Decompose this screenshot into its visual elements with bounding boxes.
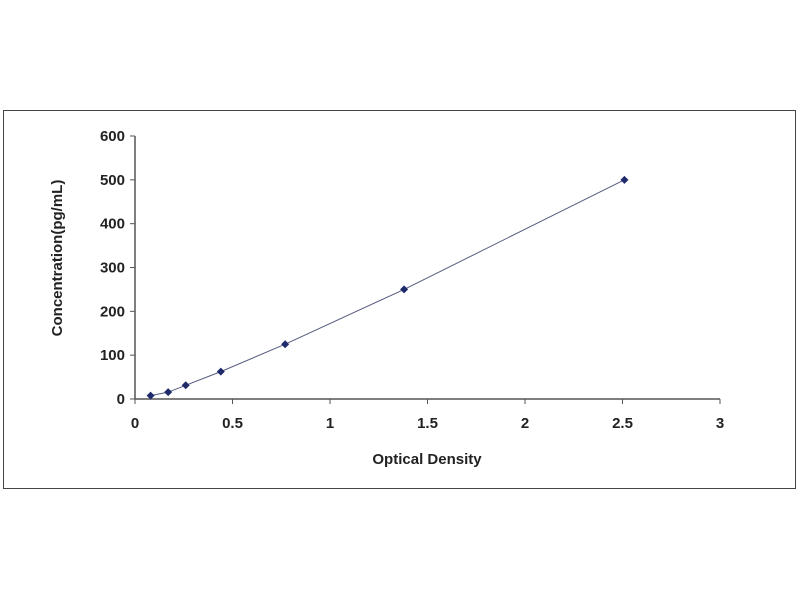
y-tick-label: 600	[100, 128, 125, 145]
fit-line	[150, 179, 625, 397]
x-axis-label: Optical Density	[372, 451, 482, 468]
data-point	[164, 388, 173, 397]
x-tick-label: 3	[716, 415, 724, 432]
y-tick-label: 300	[100, 260, 125, 277]
data-points	[146, 175, 629, 400]
x-tick-label: 2	[521, 415, 529, 432]
data-point	[281, 340, 290, 349]
data-point	[400, 285, 409, 294]
chart-frame	[3, 110, 796, 489]
x-tick-label: 2.5	[612, 415, 633, 432]
data-point	[620, 175, 629, 184]
x-tick-label: 0	[131, 415, 139, 432]
x-tick-label: 1	[326, 415, 334, 432]
data-point	[146, 391, 155, 400]
y-tick-label: 500	[100, 172, 125, 189]
y-ticks: 0 100 200 300 400 500 600	[100, 128, 135, 408]
x-ticks: 0 0.5 1 1.5 2 2.5 3	[131, 399, 724, 432]
x-tick-label: 1.5	[417, 415, 438, 432]
axes	[134, 136, 720, 400]
y-tick-label: 0	[117, 391, 125, 408]
y-tick-label: 200	[100, 303, 125, 320]
y-tick-label: 100	[100, 347, 125, 364]
x-tick-label: 0.5	[222, 415, 243, 432]
y-axis-label: Concentration(pg/mL)	[49, 180, 66, 337]
data-point	[216, 367, 225, 376]
y-tick-label: 400	[100, 216, 125, 233]
data-point	[181, 381, 190, 390]
